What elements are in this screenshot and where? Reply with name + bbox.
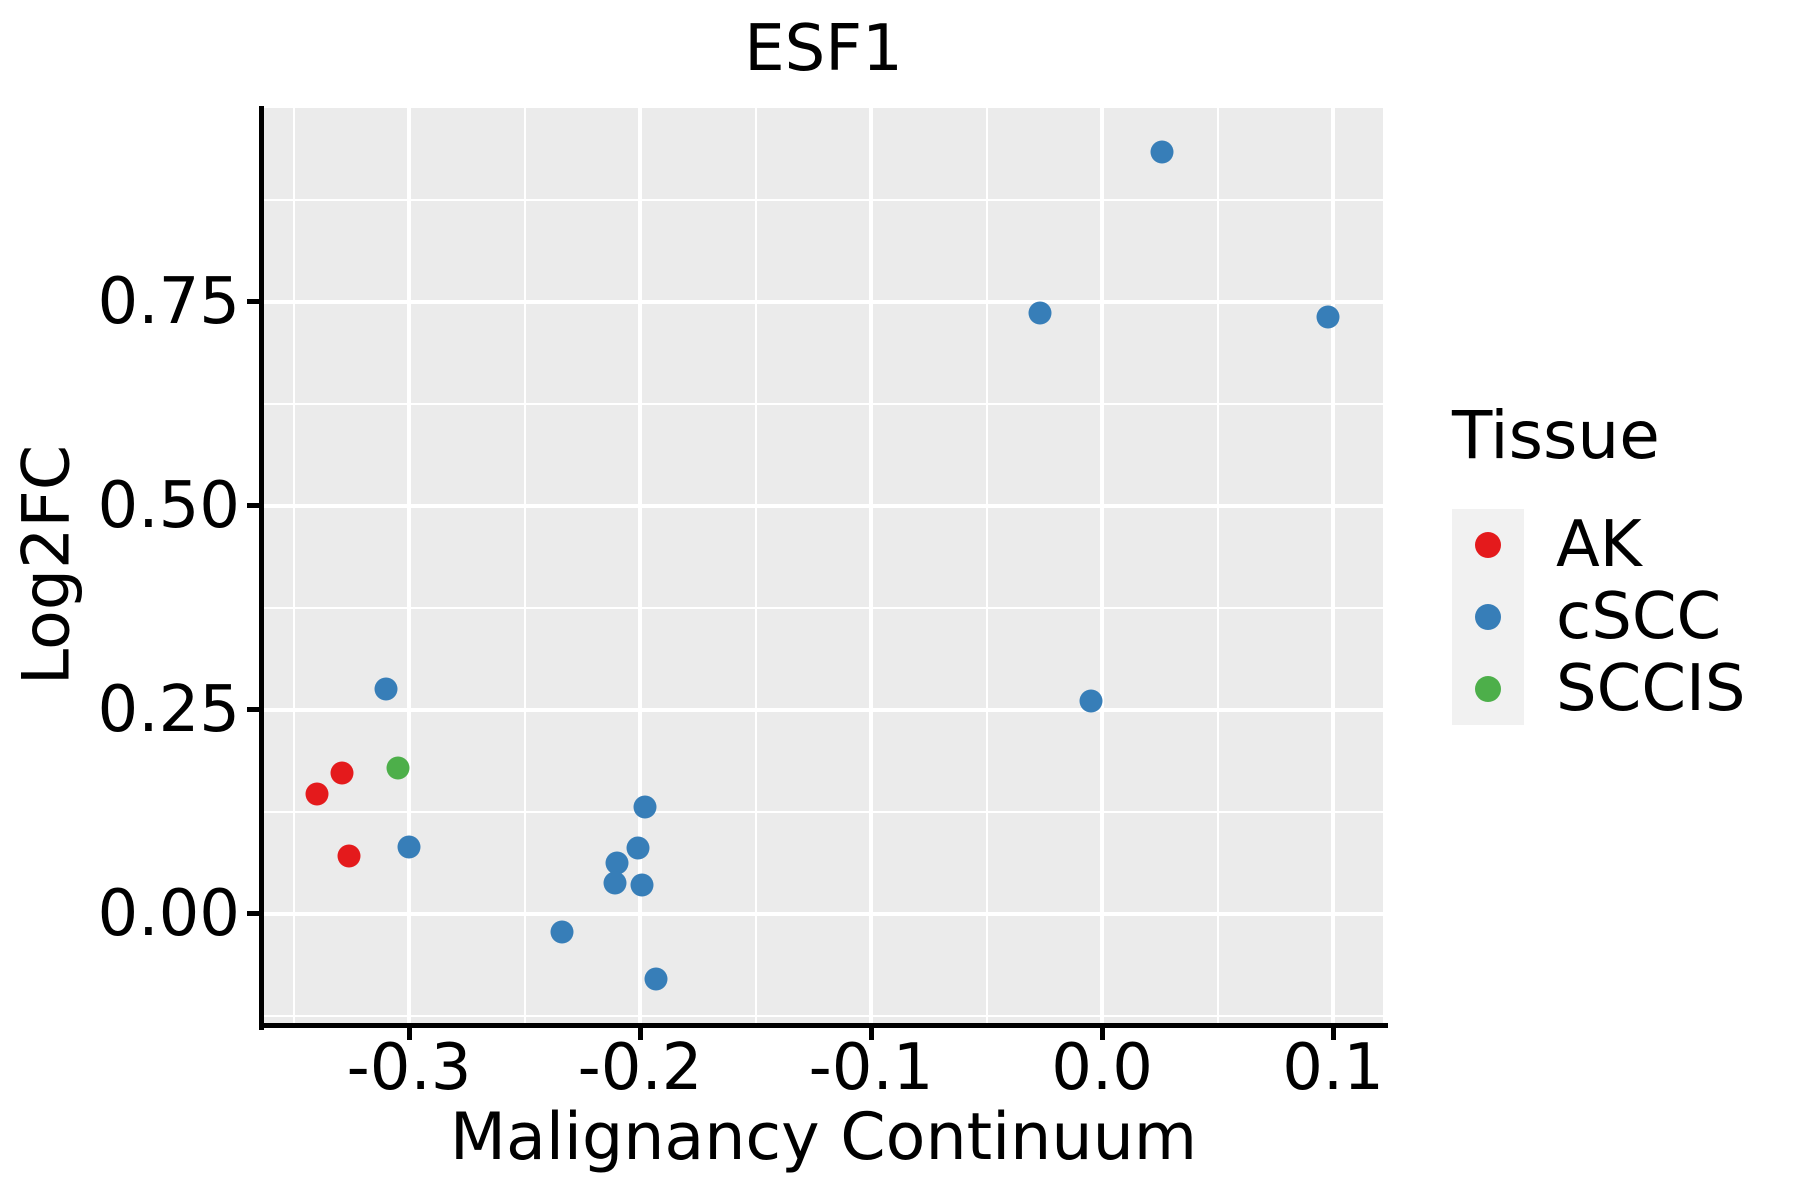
legend-dot-ak [1475, 531, 1501, 558]
data-point-cscc [603, 871, 627, 895]
gridline-minor-vertical [523, 108, 526, 1023]
legend: Tissue AK cSCC SCCIS [1452, 397, 1746, 726]
data-point-cscc [644, 967, 668, 991]
legend-entry-label: SCCIS [1556, 651, 1746, 726]
legend-entry-label: cSCC [1556, 579, 1722, 654]
gridline-minor-horizontal [264, 810, 1383, 813]
legend-key-box [1452, 508, 1524, 581]
gridline-major-horizontal [264, 299, 1383, 304]
data-point-cscc [626, 836, 650, 860]
legend-entries: AK cSCC SCCIS [1452, 507, 1746, 726]
legend-entry-cscc: cSCC [1452, 579, 1746, 654]
x-tick-label: -0.2 [577, 1031, 703, 1105]
legend-key-box [1452, 652, 1524, 725]
data-point-cscc [1028, 301, 1052, 325]
gridline-major-vertical [869, 108, 874, 1023]
chart-title: ESF1 [744, 12, 903, 86]
data-point-cscc [374, 677, 398, 701]
data-point-cscc [605, 851, 629, 875]
gridline-major-horizontal [264, 911, 1383, 916]
x-tick-label: -0.1 [808, 1031, 934, 1105]
gridline-minor-horizontal [264, 198, 1383, 201]
data-point-cscc [397, 835, 421, 859]
x-tick-label: -0.3 [346, 1031, 472, 1105]
x-tick-mark [1330, 1028, 1336, 1040]
y-tick-mark [247, 911, 259, 917]
legend-dot-cscc [1475, 603, 1501, 630]
gridline-minor-horizontal [264, 402, 1383, 405]
x-tick-label: 0.1 [1282, 1031, 1384, 1105]
y-tick-mark [247, 707, 259, 713]
gridline-major-horizontal [264, 707, 1383, 712]
x-axis-title: Malignancy Continuum [449, 1100, 1198, 1175]
y-tick-mark [247, 503, 259, 509]
gridline-minor-vertical [292, 108, 295, 1023]
gridline-major-vertical [1100, 108, 1105, 1023]
gridline-major-vertical [638, 108, 643, 1023]
y-axis-title: Log2FC [9, 444, 85, 686]
data-point-ak [330, 761, 354, 785]
x-axis-line [259, 1023, 1388, 1028]
y-axis-line [259, 106, 264, 1030]
y-tick-label: 0.00 [97, 876, 241, 951]
data-point-cscc [1079, 689, 1103, 713]
legend-entry-label: AK [1556, 507, 1642, 582]
data-point-cscc [550, 920, 574, 944]
gridline-major-vertical [1331, 108, 1336, 1023]
gridline-minor-vertical [754, 108, 757, 1023]
gridline-minor-horizontal [264, 606, 1383, 609]
data-point-ak [305, 782, 329, 806]
data-point-sccis [386, 756, 410, 780]
data-point-cscc [630, 873, 654, 897]
gridline-minor-vertical [1216, 108, 1219, 1023]
y-tick-label: 0.75 [97, 264, 241, 339]
legend-dot-sccis [1475, 675, 1501, 702]
data-point-cscc [1316, 305, 1340, 329]
x-tick-mark [406, 1028, 412, 1040]
y-tick-label: 0.50 [97, 468, 241, 543]
data-point-cscc [633, 795, 657, 819]
plot-panel [264, 108, 1383, 1023]
x-tick-mark [1099, 1028, 1105, 1040]
gridline-minor-vertical [985, 108, 988, 1023]
x-tick-label: 0.0 [1051, 1031, 1153, 1105]
legend-entry-ak: AK [1452, 507, 1746, 582]
data-point-ak [337, 844, 361, 868]
x-tick-mark [868, 1028, 874, 1040]
gridline-major-horizontal [264, 503, 1383, 508]
y-tick-label: 0.25 [97, 672, 241, 747]
legend-title: Tissue [1452, 397, 1660, 474]
data-point-cscc [1150, 140, 1174, 164]
gridline-major-vertical [407, 108, 412, 1023]
y-tick-mark [247, 299, 259, 305]
legend-entry-sccis: SCCIS [1452, 651, 1746, 726]
gridline-minor-horizontal [264, 1014, 1383, 1017]
legend-key-box [1452, 580, 1524, 653]
x-tick-mark [637, 1028, 643, 1040]
